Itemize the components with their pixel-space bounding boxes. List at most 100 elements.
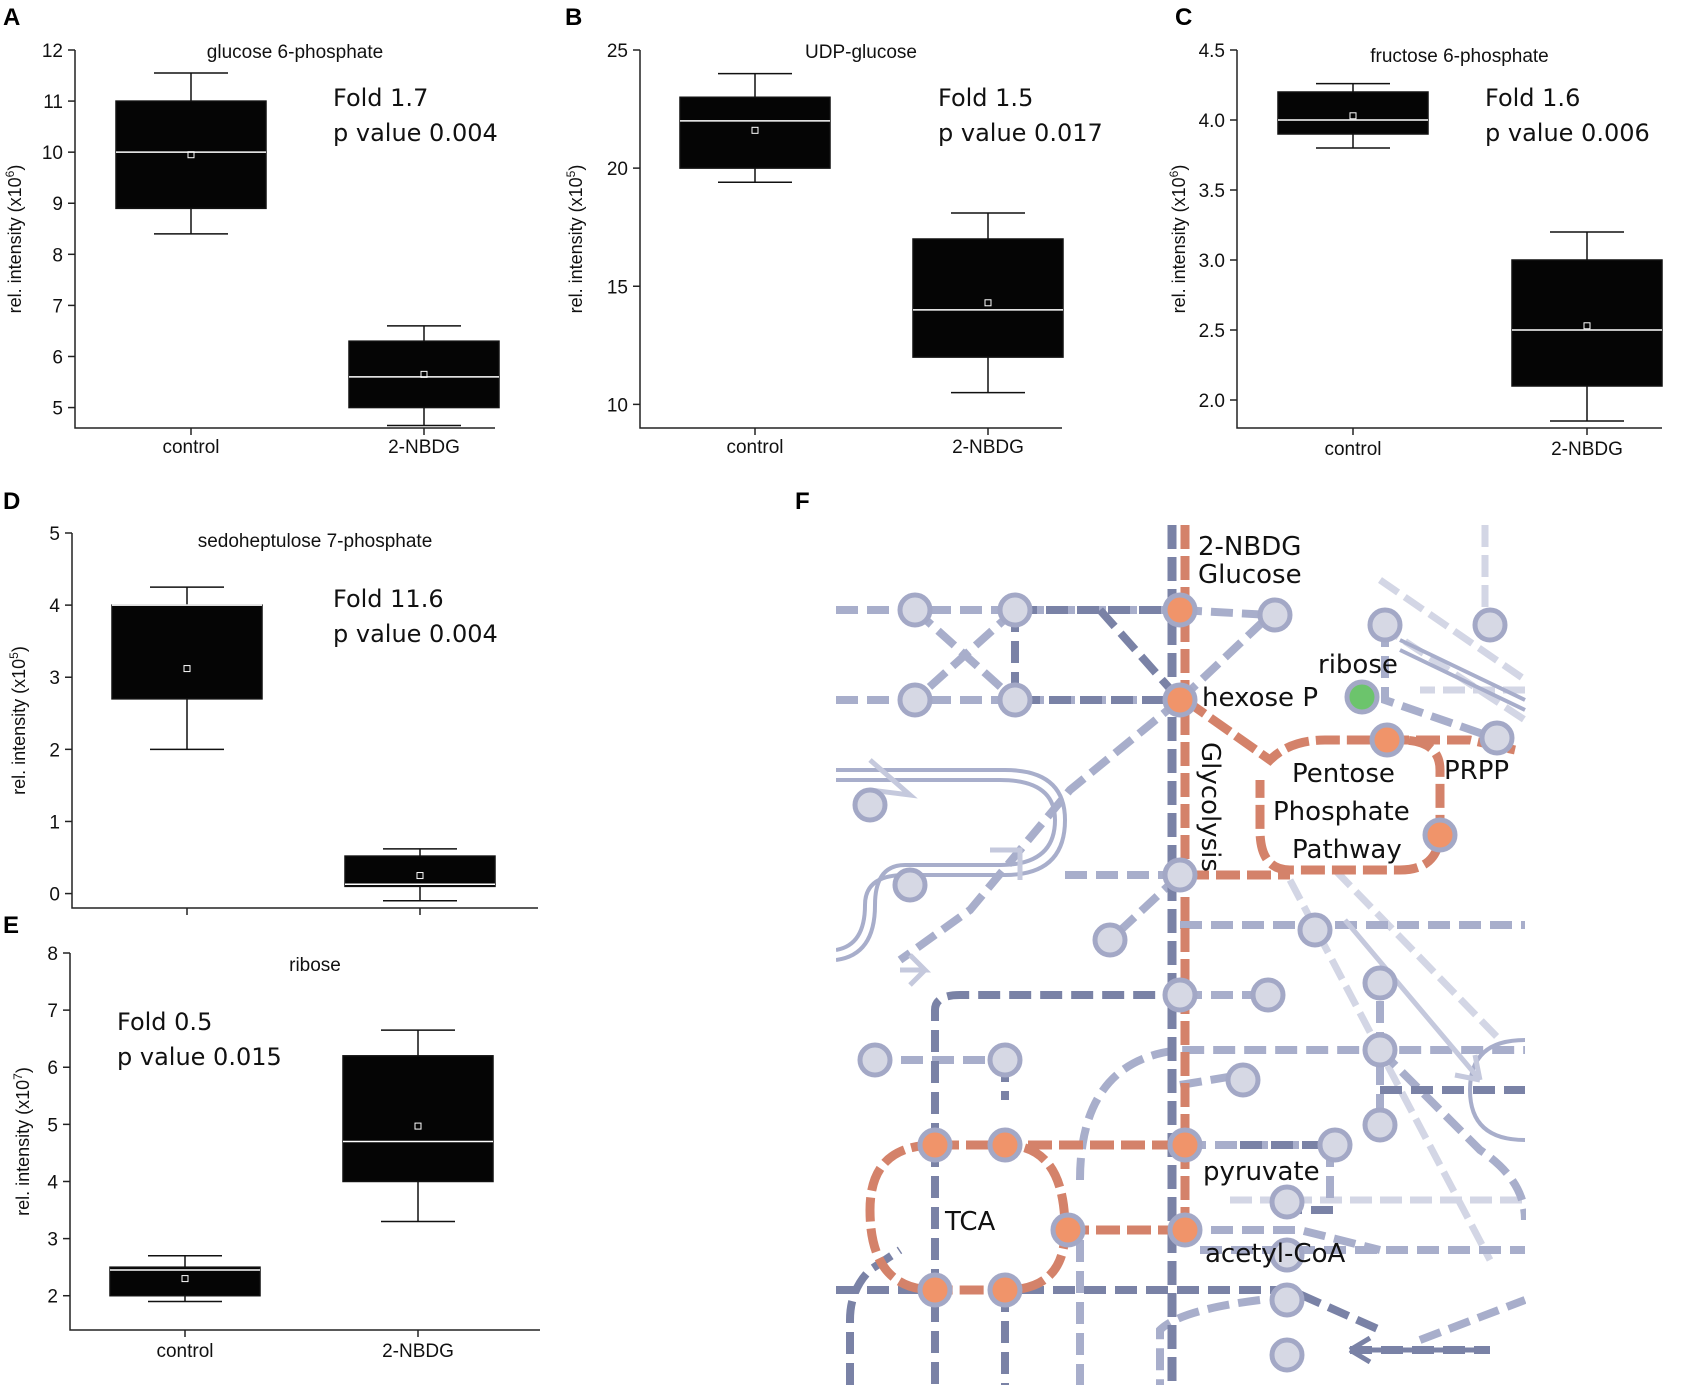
node (1250, 977, 1286, 1013)
label-glycolysis: Glycolysis (1195, 742, 1225, 872)
y-tick-label: 8 (52, 245, 63, 266)
annotation-fold: Fold 11.6 (333, 585, 444, 613)
x-tick-label: control (156, 1341, 213, 1362)
y-tick-label: 3 (49, 668, 60, 689)
node (1362, 1107, 1398, 1143)
node (1269, 1282, 1305, 1318)
y-tick-label: 2.5 (1199, 321, 1225, 342)
node (1317, 1127, 1353, 1163)
y-axis-label: rel. intensity (x105) (564, 165, 586, 314)
node (1472, 607, 1508, 643)
y-axis-exponent: 5 (564, 170, 578, 177)
node (1092, 922, 1128, 958)
node (987, 1042, 1023, 1078)
node (1269, 1184, 1305, 1220)
y-tick-label: 0 (49, 885, 60, 906)
annotation-p-value: p value 0.004 (333, 620, 498, 648)
node-active (1050, 1212, 1086, 1248)
y-tick-label: 11 (43, 92, 63, 113)
chart-title: UDP-glucose (805, 42, 917, 63)
y-axis-label-close: ) (9, 646, 29, 652)
x-tick-label: control (1324, 439, 1381, 460)
map-nodes (852, 592, 1515, 1373)
y-axis-label: rel. intensity (x106) (1167, 165, 1189, 314)
axis-frame (69, 953, 540, 1331)
y-axis-label-close: ) (1169, 165, 1189, 171)
node (1479, 720, 1515, 756)
node-active (1167, 1127, 1203, 1163)
y-tick-label: 5 (52, 399, 63, 420)
node-active (987, 1272, 1023, 1308)
node (1257, 597, 1293, 633)
panel-letter-B: B (565, 4, 582, 31)
panel-A: A 5 6 7 8 9 10 11 12 control 2-NBDG glucose 6-phosp… (3, 4, 500, 458)
axis-frame (639, 50, 1062, 429)
node-ribose (1344, 679, 1380, 715)
y-axis-exponent: 5 (7, 652, 21, 659)
y-tick-label: 3 (47, 1230, 58, 1251)
node-active (987, 1127, 1023, 1163)
y-tick-label: 4.0 (1199, 111, 1225, 132)
y-tick-label: 4.5 (1199, 41, 1225, 62)
node-active (1422, 817, 1458, 853)
x-tick-label: 2-NBDG (382, 1341, 454, 1362)
node (897, 682, 933, 718)
box-control (109, 1254, 261, 1303)
node (1367, 607, 1403, 643)
y-tick-label: 2.0 (1199, 391, 1225, 412)
y-axis-label-close: ) (13, 1067, 33, 1073)
node (1269, 1237, 1305, 1273)
y-axis-label: rel. intensity (x106) (3, 165, 25, 314)
node-active (1369, 722, 1405, 758)
label-glucose: Glucose (1198, 560, 1302, 590)
chart-title: ribose (289, 955, 341, 976)
annotation-p-value: p value 0.017 (938, 119, 1103, 147)
node (857, 1042, 893, 1078)
panel-letter-C: C (1175, 4, 1192, 31)
annotation-p-value: p value 0.015 (117, 1043, 282, 1071)
y-tick-label: 20 (607, 159, 628, 180)
mean-marker (181, 1275, 189, 1283)
node (1225, 1062, 1261, 1098)
panel-letter-E: E (3, 912, 19, 939)
y-tick-label: 5 (49, 524, 60, 545)
mean-marker (183, 665, 191, 673)
y-axis-label: rel. intensity (x107) (11, 1067, 33, 1216)
mean-marker (414, 1122, 422, 1130)
node (892, 867, 928, 903)
axis-frame (71, 533, 538, 909)
panel-B: B 10 15 20 25 control 2-NBDG UDP-glucose rel. in… (564, 4, 1103, 458)
box-control (115, 72, 267, 235)
box-2-NBDG (342, 1029, 494, 1223)
y-tick-label: 7 (52, 296, 63, 317)
box-group-2 (344, 848, 496, 902)
box-2-NBDG (1511, 231, 1663, 422)
mean-marker (416, 872, 424, 880)
y-tick-label: 6 (52, 347, 63, 368)
panel-letter-D: D (3, 488, 20, 515)
x-tick-label: 2-NBDG (952, 437, 1024, 458)
annotation-fold: Fold 1.7 (333, 84, 428, 112)
node (997, 682, 1033, 718)
y-tick-label: 4 (49, 596, 60, 617)
node-active (1167, 1212, 1203, 1248)
box-iqr (679, 96, 831, 169)
box-iqr (115, 100, 267, 210)
node-active (1162, 592, 1198, 628)
y-tick-label: 10 (42, 143, 63, 164)
y-tick-label: 6 (47, 1058, 58, 1079)
label-acetyl-coa: acetyl-CoA (1205, 1239, 1345, 1269)
mean-marker (1349, 112, 1357, 120)
annotation-fold: Fold 1.5 (938, 84, 1033, 112)
node (1297, 912, 1333, 948)
y-axis-exponent: 6 (3, 170, 17, 177)
y-tick-label: 3.0 (1199, 251, 1225, 272)
panel-D: D 0 1 2 3 4 5 sedoheptulose 7-phosphate rel. int… (3, 488, 538, 915)
x-tick-label: control (162, 437, 219, 458)
node (997, 592, 1033, 628)
x-tick-label: control (726, 437, 783, 458)
y-tick-label: 4 (47, 1172, 58, 1193)
node (1362, 1032, 1398, 1068)
box-control (679, 72, 831, 184)
y-tick-label: 8 (47, 944, 58, 965)
